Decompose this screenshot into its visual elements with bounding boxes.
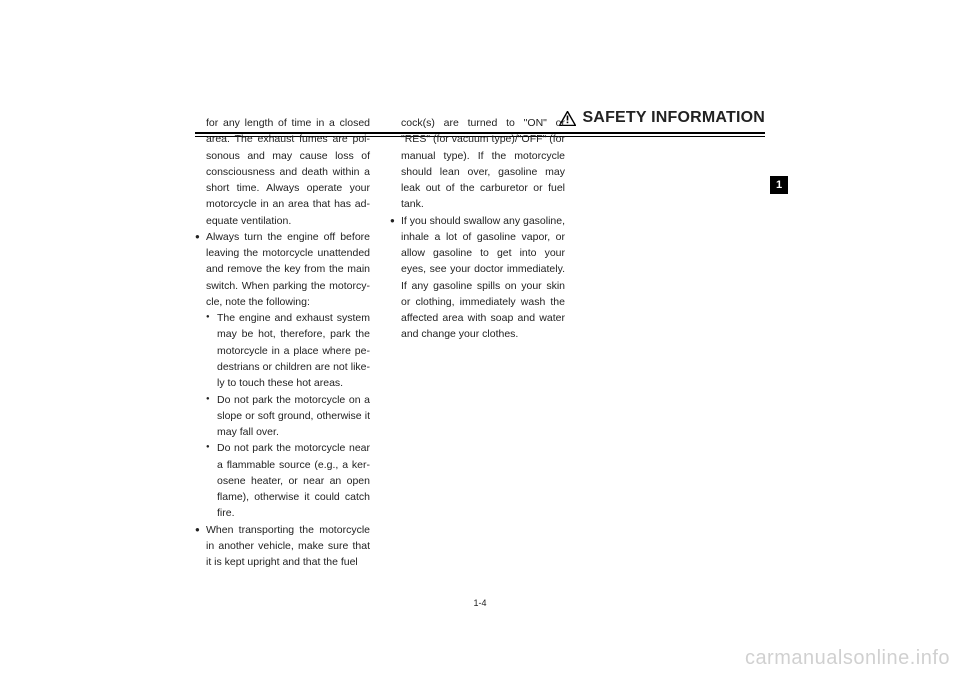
continued-paragraph: cock(s) are turned to "ON" or "RES" (for… (390, 115, 565, 213)
sub-bullet-item: The engine and exhaust system may be hot… (195, 310, 370, 391)
bullet-item: If you should swallow any gaso­line, inh… (390, 213, 565, 343)
column-2: cock(s) are turned to "ON" or "RES" (for… (390, 115, 565, 570)
bullet-item: When transporting the motorcycle in anot… (195, 522, 370, 571)
column-1: for any length of time in a closed area.… (195, 115, 370, 570)
sub-bullet-item: Do not park the motorcycle near a flamma… (195, 440, 370, 521)
sub-bullet-item: Do not park the motorcycle on a slope or… (195, 392, 370, 441)
continued-paragraph: for any length of time in a closed area.… (195, 115, 370, 229)
bullet-item: Always turn the engine off before leavin… (195, 229, 370, 310)
body-content: for any length of time in a closed area.… (195, 115, 765, 593)
column-3-empty (585, 115, 760, 570)
section-tab: 1 (770, 176, 788, 194)
watermark-text: carmanualsonline.info (745, 647, 950, 670)
section-number: 1 (776, 179, 782, 191)
page-number: 1-4 (473, 598, 486, 608)
